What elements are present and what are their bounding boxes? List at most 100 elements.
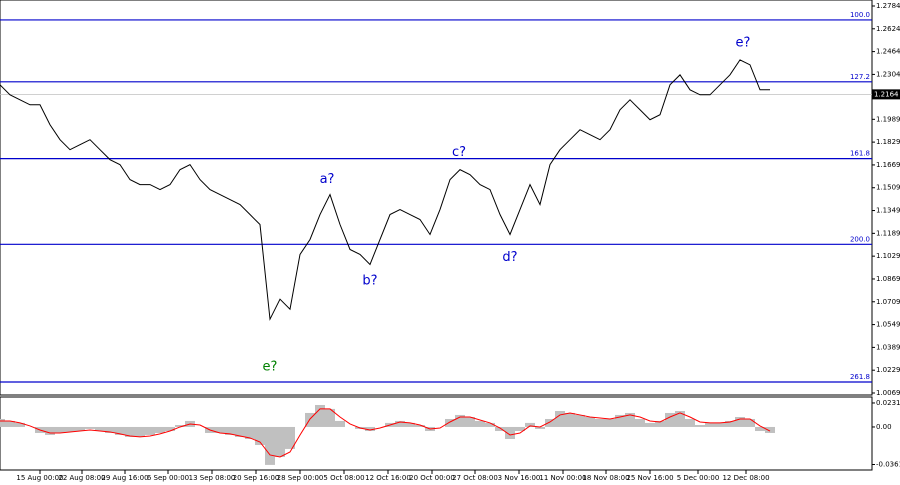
histogram-bar <box>255 426 265 446</box>
histogram-bar <box>495 426 505 432</box>
signal-line <box>0 408 771 458</box>
oscillator-frame <box>0 396 873 471</box>
fib-label: 161.8 <box>850 150 870 158</box>
histogram-bar <box>575 414 585 427</box>
y-tick-label: 1.1509 <box>876 184 900 192</box>
x-tick-label: 25 Nov 16:00 <box>626 474 673 482</box>
histogram-bar <box>525 422 535 427</box>
y-tick-label: 1.2304 <box>876 70 900 78</box>
histogram-bar <box>505 426 515 439</box>
wave-label: c? <box>452 145 466 160</box>
histogram-bar <box>245 426 255 439</box>
histogram-bar <box>715 422 725 427</box>
histogram-bar <box>105 426 115 433</box>
histogram-bar <box>365 426 375 432</box>
x-tick-label: 12 Dec 08:00 <box>722 474 769 482</box>
histogram-bar <box>585 417 595 427</box>
y-tick-label: 1.0069 <box>876 389 900 397</box>
histogram-bar <box>455 414 465 427</box>
histogram-bar <box>155 426 165 433</box>
y-tick-label: 1.0709 <box>876 298 900 306</box>
x-tick-label: 5 Dec 00:00 <box>677 474 720 482</box>
histogram-bar <box>515 426 525 432</box>
histogram-bar <box>635 418 645 427</box>
histogram-bar <box>535 426 545 429</box>
histogram-bar <box>605 418 615 427</box>
fib-label: 100.0 <box>850 11 870 19</box>
histogram-bar <box>125 426 135 437</box>
x-tick-label: 20 Sep 16:00 <box>233 474 280 482</box>
histogram-bar <box>755 426 765 432</box>
y-tick-label: 1.0549 <box>876 321 900 329</box>
histogram-bar <box>645 422 655 427</box>
y-tick-label: -0.03619 <box>876 460 900 468</box>
wave-label: a? <box>320 172 335 187</box>
y-tick-label: 1.0229 <box>876 366 900 374</box>
x-tick-label: 29 Aug 16:00 <box>101 474 148 482</box>
histogram-bar <box>225 426 235 435</box>
x-tick-label: 20 Oct 00:00 <box>409 474 455 482</box>
histogram-bar <box>655 420 665 427</box>
histogram-bar <box>725 420 735 427</box>
y-tick-label: 1.2464 <box>876 48 900 56</box>
y-tick-label: 1.1669 <box>876 161 900 169</box>
y-tick-label: 1.1829 <box>876 138 900 146</box>
histogram-bar <box>735 417 745 427</box>
y-tick-label: 1.1029 <box>876 252 900 260</box>
current-price-label: 1.2164 <box>874 90 899 98</box>
wave-label: e? <box>736 35 751 50</box>
histogram-bar <box>145 426 155 435</box>
histogram-bar <box>705 422 715 427</box>
histogram-bar <box>55 426 65 433</box>
y-tick-label: 1.0869 <box>876 275 900 283</box>
y-tick-label: 1.1349 <box>876 207 900 215</box>
price-line <box>0 59 770 321</box>
histogram-bar <box>275 426 285 457</box>
y-tick-label: 1.2784 <box>876 2 900 10</box>
y-tick-label: 0.00 <box>876 423 892 431</box>
histogram-bar <box>685 418 695 427</box>
x-tick-label: 6 Sep 00:00 <box>147 474 189 482</box>
x-tick-label: 5 Oct 08:00 <box>323 474 364 482</box>
histogram-bar <box>305 412 315 427</box>
histogram-bar <box>15 422 25 427</box>
histogram-bar <box>325 408 335 427</box>
histogram-bar <box>75 426 85 432</box>
x-tick-label: 15 Aug 00:00 <box>16 474 63 482</box>
histogram-bar <box>235 426 245 437</box>
histogram-bar <box>765 426 775 433</box>
x-tick-label: 12 Oct 16:00 <box>365 474 411 482</box>
x-tick-label: 18 Nov 08:00 <box>582 474 629 482</box>
histogram-bar <box>665 412 675 427</box>
histogram-bar <box>215 426 225 433</box>
histogram-bar <box>5 420 15 427</box>
y-tick-label: 1.1989 <box>876 115 900 123</box>
histogram-bar <box>555 410 565 427</box>
histogram-bar <box>165 426 175 432</box>
histogram-bar <box>135 426 145 437</box>
fib-label: 261.8 <box>850 373 870 381</box>
y-tick-label: 1.1189 <box>876 229 900 237</box>
price-frame <box>0 0 873 396</box>
histogram-bar <box>595 418 605 427</box>
y-tick-label: 1.0389 <box>876 343 900 351</box>
histogram-bar <box>335 420 345 427</box>
histogram-bar <box>115 426 125 435</box>
histogram-bar <box>45 426 55 435</box>
histogram-bar <box>565 412 575 427</box>
histogram-bar <box>265 426 275 465</box>
histogram-bar <box>475 420 485 427</box>
fib-label: 200.0 <box>850 235 870 243</box>
histogram-bar <box>695 424 705 427</box>
x-tick-label: 11 Nov 00:00 <box>539 474 586 482</box>
x-tick-label: 3 Nov 16:00 <box>498 474 541 482</box>
histogram-bar <box>615 414 625 427</box>
histogram-bar <box>675 410 685 427</box>
x-tick-label: 28 Sep 00:00 <box>277 474 324 482</box>
histogram-bar <box>395 420 405 427</box>
histogram-bar <box>415 424 425 427</box>
histogram-bar <box>65 426 75 432</box>
current-price-box <box>872 89 900 100</box>
wave-label: e? <box>263 360 278 375</box>
